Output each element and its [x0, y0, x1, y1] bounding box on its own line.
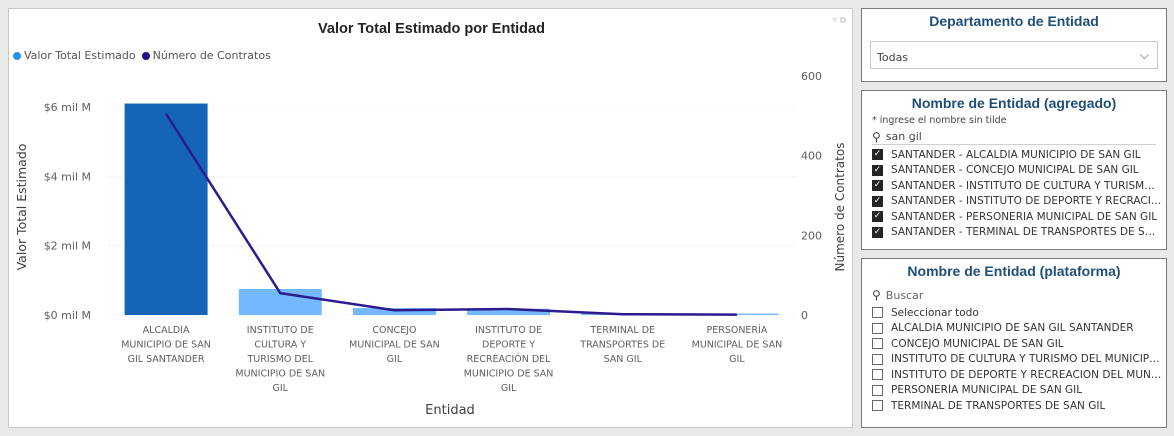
checkbox-checked[interactable]: ✓ [872, 195, 883, 207]
legend-label-valor: Valor Total Estimado [24, 49, 136, 62]
y-tick-label: $2 mil M [44, 240, 91, 253]
list-item-label: TERMINAL DE TRANSPORTES DE SAN GIL [891, 399, 1106, 412]
list-item-select-all[interactable]: Seleccionar todo [872, 305, 1162, 321]
legend-label-contratos: Número de Contratos [152, 49, 271, 62]
list-item[interactable]: INSTITUTO DE CULTURA Y TURISMO DEL MUNIC… [872, 352, 1162, 368]
checkbox-checked[interactable]: ✓ [872, 226, 883, 238]
list-item-label: ALCALDIA MUNICIPIO DE SAN GIL SANTANDER [891, 322, 1134, 335]
y2-tick-label: 0 [801, 309, 808, 322]
checkbox-unchecked[interactable] [872, 400, 883, 412]
list-item-label: SANTANDER - CONCEJO MUNICIPAL DE SAN GIL [891, 164, 1139, 177]
x-tick-label: INSTITUTO DE DEPORTE Y RECREACIÓN DEL MUNIC… [464, 325, 554, 394]
bar [352, 308, 436, 315]
slicer-plataforma-title: Nombre de Entidad (plataforma) [907, 263, 1121, 279]
y2-tick-label: 200 [801, 229, 822, 242]
legend-item-valor: Valor Total Estimado [13, 49, 136, 62]
list-item[interactable]: INSTITUTO DE DEPORTE Y RECREACIÓN DEL MU… [872, 367, 1162, 383]
x-tick-label: PERSONERÍA MUNICIPAL DE SAN GIL [692, 324, 783, 365]
departamento-selected-value: Todas [877, 51, 909, 64]
list-item-label: INSTITUTO DE DEPORTE Y RECREACIÓN DEL MU… [891, 368, 1162, 381]
list-item-label: SANTANDER - INSTITUTO DE CULTURA Y TURIS… [891, 179, 1162, 192]
list-item-label: SANTANDER - TERMINAL DE TRANSPORTES DE S… [891, 226, 1162, 239]
y-tick-label: $6 mil M [44, 101, 91, 114]
list-item-label: Seleccionar todo [891, 306, 979, 319]
legend-marker-contratos [141, 51, 150, 60]
checkbox-unchecked[interactable] [872, 353, 883, 365]
list-item[interactable]: ✓ SANTANDER - PERSONERIA MUNICIPAL DE SAN… [872, 209, 1162, 225]
checkbox-checked[interactable]: ✓ [872, 211, 883, 223]
series-line [165, 113, 737, 316]
chevron-down-icon: ⌵ [1139, 48, 1149, 62]
slicer-departamento-title: Departamento de Entidad [929, 13, 1099, 29]
list-item[interactable]: ALCALDIA MUNICIPIO DE SAN GIL SANTANDER [872, 321, 1162, 337]
checkbox-unchecked[interactable] [872, 369, 883, 381]
x-axis-title: Entidad [425, 403, 475, 418]
y2-tick-label: 400 [801, 150, 822, 163]
plataforma-search-input[interactable]: ⚲ Buscar [872, 287, 1166, 303]
list-item-label: SANTANDER - INSTITUTO DE DEPORTE Y RECRA… [891, 195, 1162, 208]
slicer-departamento: Departamento de Entidad Todas ⌵ [861, 8, 1167, 82]
visual-header-icons[interactable]: ▿ ⧉ [832, 15, 846, 25]
list-item-label: INSTITUTO DE CULTURA Y TURISMO DEL MUNIC… [891, 353, 1162, 366]
list-item[interactable]: ✓ SANTANDER - ALCALDIA MUNICIPIO DE SAN G… [872, 147, 1162, 163]
agregado-list: ✓ SANTANDER - ALCALDIA MUNICIPIO DE SAN G… [872, 147, 1166, 240]
y2-tick-label: 600 [801, 70, 822, 83]
agregado-search-input[interactable]: ⚲ san gil [872, 129, 1156, 145]
checkbox-checked[interactable]: ✓ [872, 149, 883, 161]
list-item[interactable]: ✓ SANTANDER - INSTITUTO DE CULTURA Y TURI… [872, 178, 1162, 194]
checkbox-checked[interactable]: ✓ [872, 164, 883, 176]
search-icon: ⚲ [872, 288, 881, 302]
legend-item-contratos: Número de Contratos [141, 49, 271, 62]
y-axis-title: Valor Total Estimado [14, 144, 29, 271]
list-item[interactable]: TERMINAL DE TRANSPORTES DE SAN GIL [872, 398, 1162, 414]
list-item[interactable]: ✓ SANTANDER - TERMINAL DE TRANSPORTES DE … [872, 225, 1162, 241]
agregado-search-value: san gil [885, 130, 922, 143]
checkbox-unchecked[interactable] [872, 322, 883, 334]
list-item-label: CONCEJO MUNICIPAL DE SAN GIL [891, 337, 1064, 350]
list-item[interactable]: PERSONERÍA MUNICIPAL DE SAN GIL [872, 383, 1162, 399]
list-item-label: PERSONERÍA MUNICIPAL DE SAN GIL [891, 384, 1083, 397]
bar-line-chart: $0 mil M $2 mil M $4 mil M $6 mil M 0 200 400 6… [14, 70, 847, 418]
departamento-dropdown[interactable]: Todas ⌵ [870, 41, 1158, 69]
chart-legend: Valor Total Estimado Número de Contratos [13, 49, 277, 62]
list-item[interactable]: ✓ SANTANDER - INSTITUTO DE DEPORTE Y RECR… [872, 194, 1162, 210]
list-item-label: SANTANDER - ALCALDIA MUNICIPIO DE SAN GI… [891, 148, 1141, 161]
list-item[interactable]: CONCEJO MUNICIPAL DE SAN GIL [872, 336, 1162, 352]
slicer-plataforma: Nombre de Entidad (plataforma) ⚲ Buscar … [861, 258, 1167, 428]
list-item-label: SANTANDER - PERSONERIA MUNICIPAL DE SAN … [891, 210, 1158, 223]
slicer-agregado-hint: * ingrese el nombre sin tilde [872, 115, 1007, 126]
slicer-agregado: Nombre de Entidad (agregado) * ingrese e… [861, 90, 1167, 250]
chart-panel[interactable]: $0 mil M $2 mil M $4 mil M $6 mil M 0 200 400 6… [8, 8, 853, 428]
x-tick-label: INSTITUTO DE CULTURA Y TURISMO DEL MUNICIPI… [235, 325, 325, 394]
checkbox-unchecked[interactable] [872, 307, 883, 319]
list-item[interactable]: ✓ SANTANDER - CONCEJO MUNICIPAL DE SAN GI… [872, 163, 1162, 179]
x-tick-label: TERMINAL DE TRANSPORTES DE SAN GIL [579, 325, 665, 365]
plataforma-list: Seleccionar todo ALCALDIA MUNICIPIO DE S… [872, 305, 1166, 414]
chart-title: Valor Total Estimado por Entidad [318, 21, 545, 37]
bar [124, 103, 208, 316]
y-tick-label: $0 mil M [44, 309, 91, 322]
checkbox-checked[interactable]: ✓ [872, 180, 883, 192]
plataforma-search-placeholder: Buscar [885, 288, 924, 302]
y2-axis-title: Número de Contratos [833, 143, 847, 272]
x-tick-label: CONCEJO MUNICIPAL DE SAN GIL [349, 325, 440, 365]
slicer-agregado-title: Nombre de Entidad (agregado) [911, 95, 1117, 111]
checkbox-unchecked[interactable] [872, 384, 883, 396]
checkbox-unchecked[interactable] [872, 338, 883, 350]
bar [467, 308, 551, 315]
search-icon: ⚲ [872, 129, 881, 144]
legend-marker-valor [13, 51, 21, 60]
y-tick-label: $4 mil M [44, 170, 91, 183]
x-tick-label: ALCALDIA MUNICIPIO DE SAN GIL SANTANDER [121, 325, 211, 365]
